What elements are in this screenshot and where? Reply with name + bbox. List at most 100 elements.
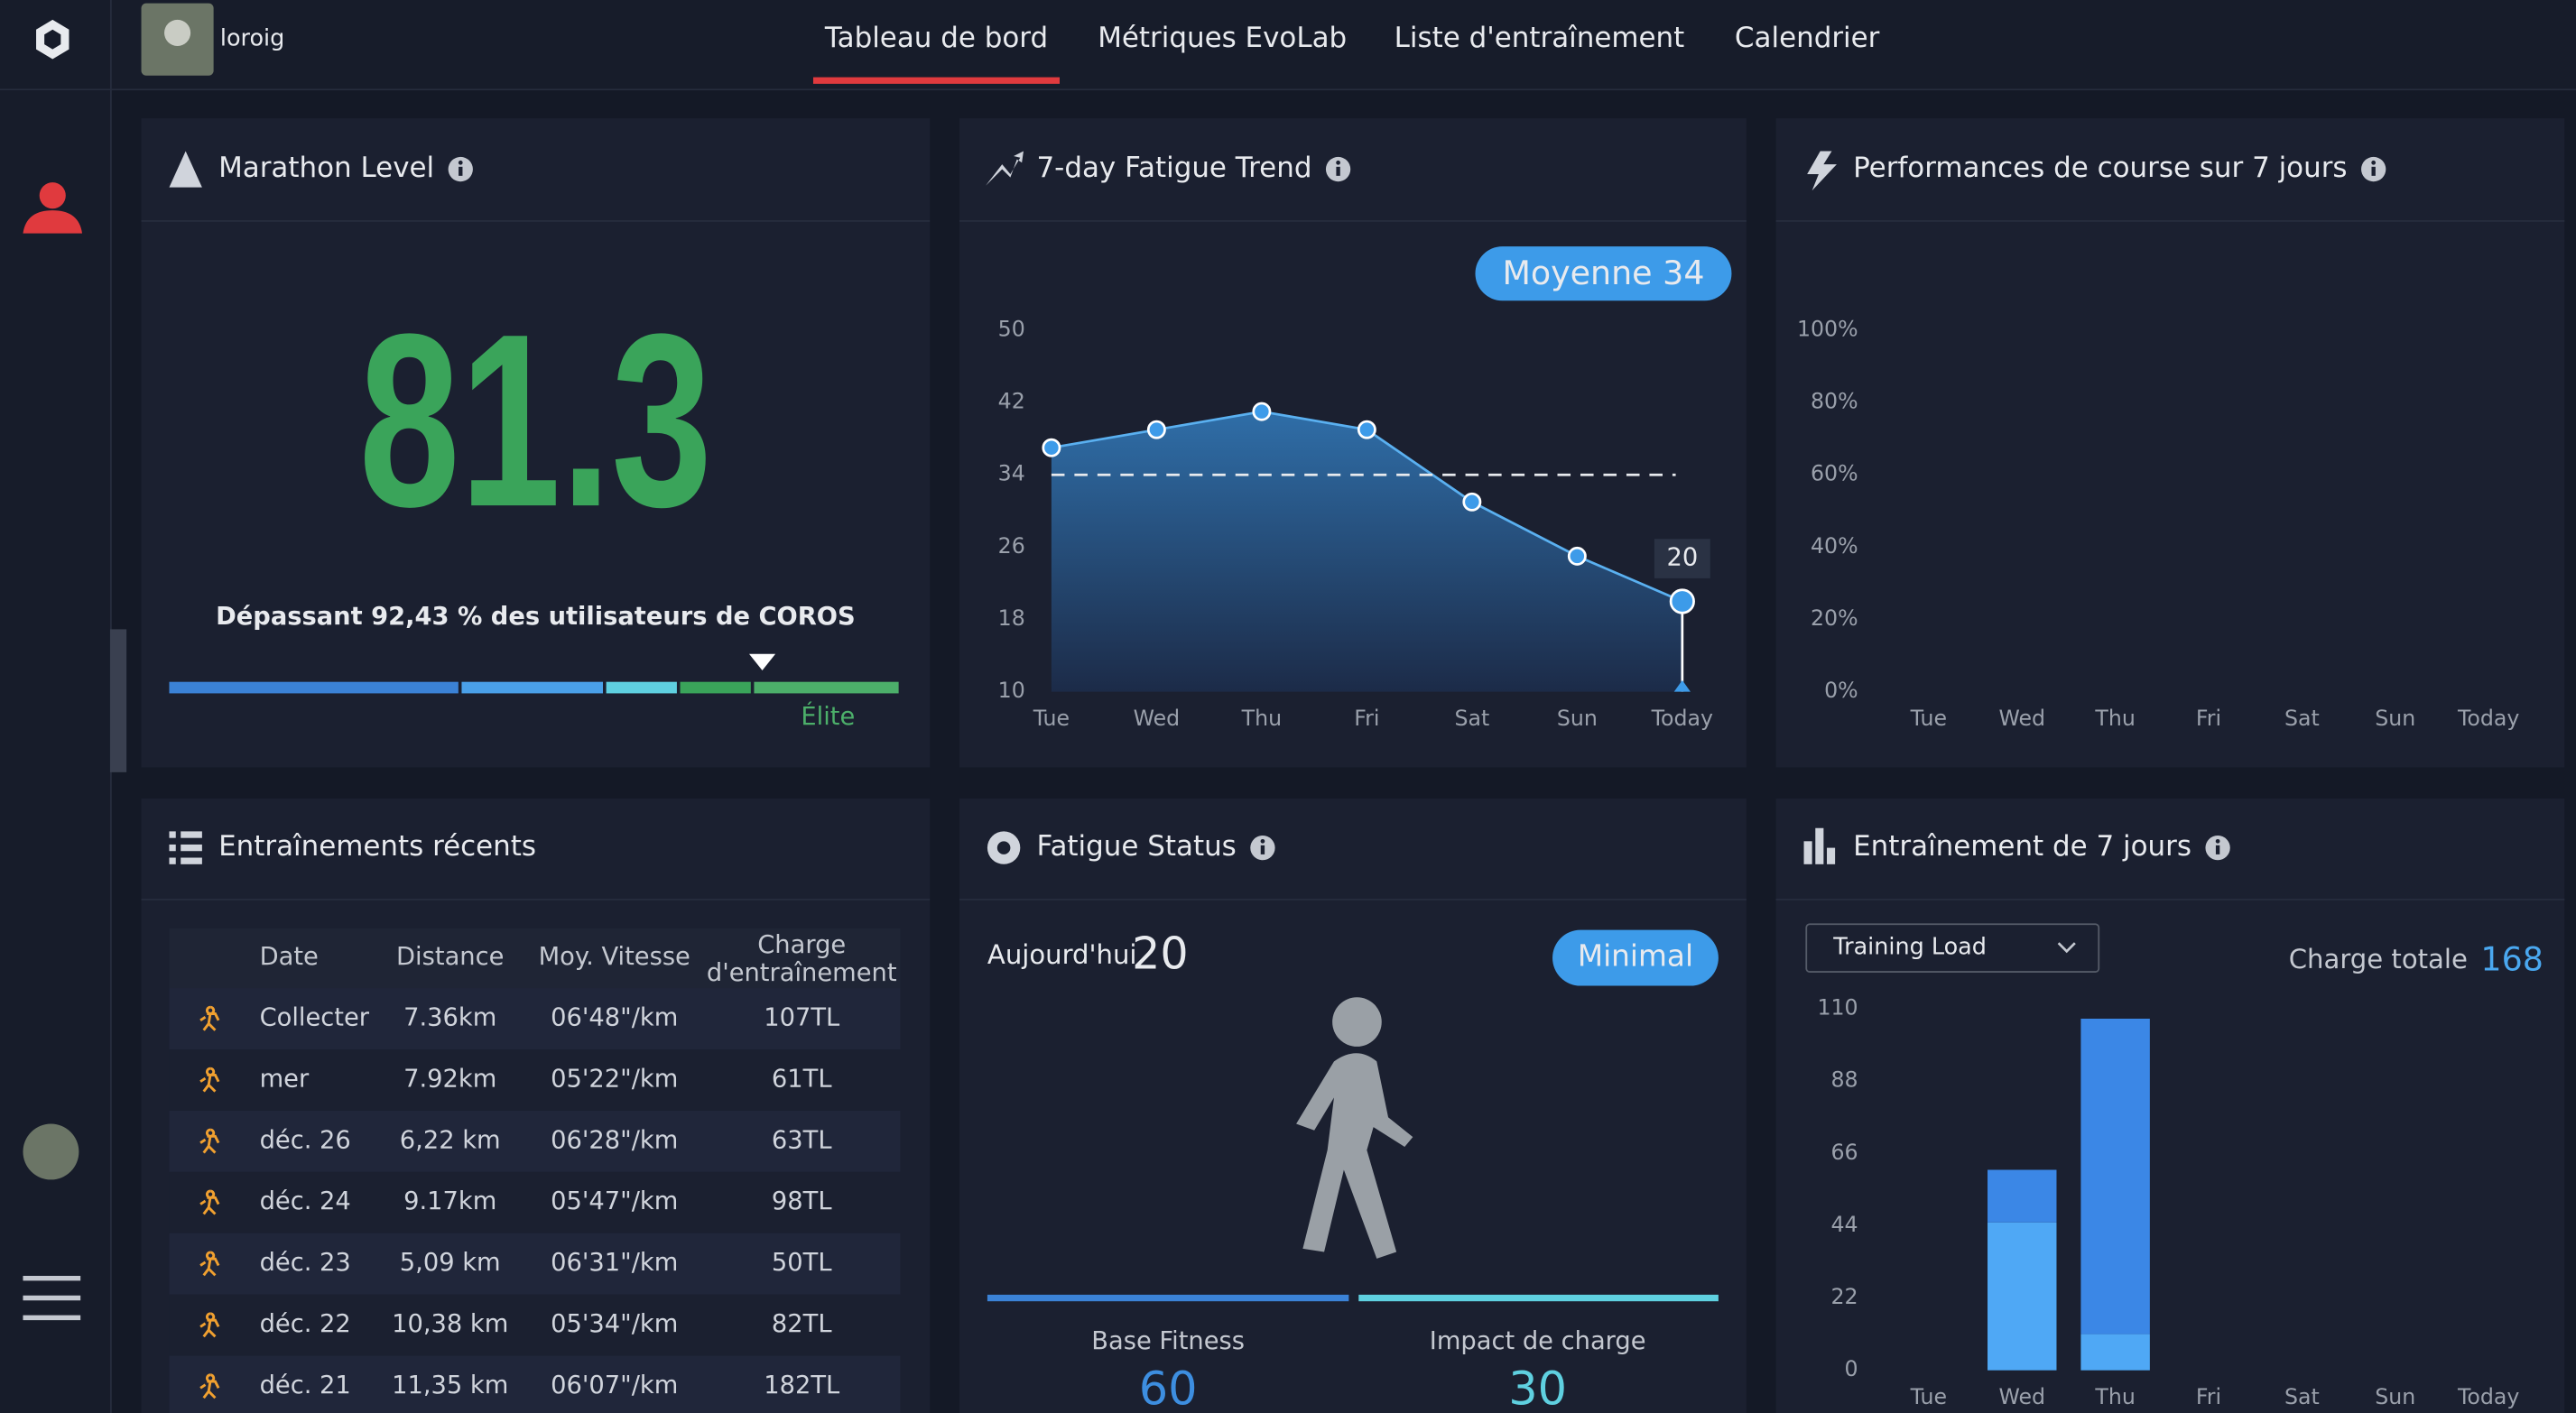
- load-impact-bar: [1358, 1294, 1719, 1302]
- nav-tab[interactable]: Calendrier: [1735, 22, 1880, 54]
- card-title: Performances de course sur 7 jours: [1853, 152, 2347, 184]
- column-header: Date: [260, 943, 319, 971]
- table-cell: 107TL: [764, 1003, 840, 1031]
- x-tick-label: Sun: [2375, 706, 2415, 731]
- y-tick-label: 80%: [1811, 389, 1858, 414]
- x-tick-label: Wed: [1998, 706, 2045, 731]
- logo[interactable]: [36, 19, 69, 60]
- info-icon-glyph: [1260, 838, 1265, 844]
- point: [1042, 438, 1061, 457]
- x-tick-label: Tue: [1033, 706, 1070, 731]
- table-cell: 06'48"/km: [551, 1003, 678, 1031]
- table-row[interactable]: [169, 1171, 901, 1233]
- run-icon: [199, 1067, 220, 1093]
- list-icon: [169, 831, 202, 864]
- average-badge: [1475, 246, 1732, 301]
- bar-segment: [1988, 1169, 2057, 1223]
- table-row[interactable]: [169, 1294, 901, 1356]
- level-marker: [748, 653, 776, 670]
- table-cell: 98TL: [772, 1187, 832, 1215]
- marathon-level-value: 81.3: [359, 282, 712, 558]
- base-fitness-label: Base Fitness: [1091, 1327, 1245, 1355]
- x-tick-label: Today: [2457, 706, 2519, 731]
- table-cell: 9.17km: [403, 1187, 496, 1215]
- y-tick-label: 18: [998, 605, 1025, 631]
- profile-icon[interactable]: [23, 182, 83, 234]
- table-row[interactable]: [169, 1110, 901, 1172]
- table-cell: 11,35 km: [392, 1371, 508, 1399]
- nav-tab[interactable]: Métriques EvoLab: [1098, 22, 1347, 54]
- sidebar-avatar[interactable]: [23, 1123, 79, 1180]
- total-label: Charge totale: [2289, 944, 2468, 974]
- card-title: Marathon Level: [218, 152, 434, 184]
- today-value: 20: [1132, 927, 1189, 979]
- metric-dropdown[interactable]: [1805, 923, 2100, 973]
- info-icon-glyph: [459, 166, 463, 176]
- y-tick-label: 66: [1830, 1140, 1858, 1165]
- y-tick-label: 10: [998, 678, 1025, 703]
- run-icon: [199, 1373, 220, 1399]
- card-title: 7-day Fatigue Trend: [1037, 152, 1312, 184]
- x-tick-label: Sun: [1557, 706, 1598, 731]
- base-fitness-bar: [987, 1294, 1349, 1302]
- average-badge-text: Moyenne 34: [1502, 254, 1704, 292]
- x-tick-label: Thu: [1241, 706, 1282, 731]
- y-tick-label: 20%: [1811, 605, 1858, 631]
- y-tick-label: 44: [1830, 1212, 1858, 1237]
- status-badge: [1552, 929, 1719, 986]
- current-marker-tip: [1673, 679, 1691, 692]
- walking-figure: [1296, 997, 1413, 1259]
- x-tick-label: Tue: [1910, 1384, 1947, 1409]
- table-cell: 5,09 km: [400, 1249, 501, 1277]
- area: [1051, 411, 1682, 692]
- table-cell: 05'22"/km: [551, 1065, 678, 1093]
- metric-dropdown-value: Training Load: [1832, 934, 1987, 961]
- top-bar: [0, 0, 2576, 89]
- x-tick-label: Sat: [2284, 1384, 2320, 1409]
- table-cell: déc. 21: [260, 1371, 351, 1399]
- x-tick-label: Fri: [1354, 706, 1379, 731]
- x-tick-label: Today: [2457, 1384, 2519, 1409]
- run-icon: [199, 1128, 220, 1154]
- table-cell: Collecter: [260, 1003, 370, 1031]
- table-cell: 50TL: [772, 1249, 832, 1277]
- table-cell: 7.36km: [403, 1003, 496, 1031]
- table-row[interactable]: [169, 1355, 901, 1413]
- table-row[interactable]: [169, 1049, 901, 1111]
- table-cell: 61TL: [772, 1065, 832, 1093]
- y-tick-label: 100%: [1797, 317, 1858, 342]
- average-label: Moyenne: [1502, 254, 1652, 292]
- value-label: 20: [1666, 544, 1698, 572]
- total-value: 168: [2480, 940, 2543, 979]
- table-cell: déc. 26: [260, 1126, 351, 1154]
- menu-icon[interactable]: [23, 1275, 81, 1321]
- card-title: Entraînements récents: [218, 830, 536, 863]
- nav-tab[interactable]: Liste d'entraînement: [1395, 22, 1685, 54]
- table-cell: 05'47"/km: [551, 1187, 678, 1215]
- bar-segment: [1988, 1222, 2057, 1371]
- sidebar-toggle[interactable]: [109, 629, 127, 772]
- marathon-level-subtitle: Dépassant 92,43 % des utilisateurs de CO…: [216, 603, 855, 631]
- run-icon: [199, 1312, 220, 1338]
- y-tick-label: 34: [998, 461, 1025, 486]
- status-text: Minimal: [1578, 939, 1693, 974]
- x-tick-label: Tue: [1910, 706, 1947, 731]
- table-cell: 82TL: [772, 1310, 832, 1338]
- point: [1462, 492, 1482, 512]
- table-cell: 10,38 km: [392, 1310, 508, 1338]
- y-tick-label: 88: [1830, 1067, 1858, 1093]
- x-tick-label: Sat: [2284, 706, 2320, 731]
- tabs: Tableau de bord Métriques EvoLab Liste d'e…: [824, 22, 1880, 54]
- table-cell: 6,22 km: [400, 1126, 501, 1154]
- y-tick-label: 0%: [1824, 678, 1858, 703]
- table-row[interactable]: [169, 988, 901, 1050]
- x-tick-label: Sun: [2375, 1384, 2415, 1409]
- column-header-box: Charge d'entraînement: [707, 931, 897, 987]
- info-icon-glyph: [2215, 838, 2220, 844]
- bar-segment: [2080, 1018, 2150, 1334]
- nav-tab[interactable]: Tableau de bord: [824, 22, 1048, 54]
- table-cell: 182TL: [764, 1371, 840, 1399]
- performance-icon: [1807, 151, 1837, 191]
- table-row[interactable]: [169, 1233, 901, 1295]
- username: loroig: [220, 25, 284, 52]
